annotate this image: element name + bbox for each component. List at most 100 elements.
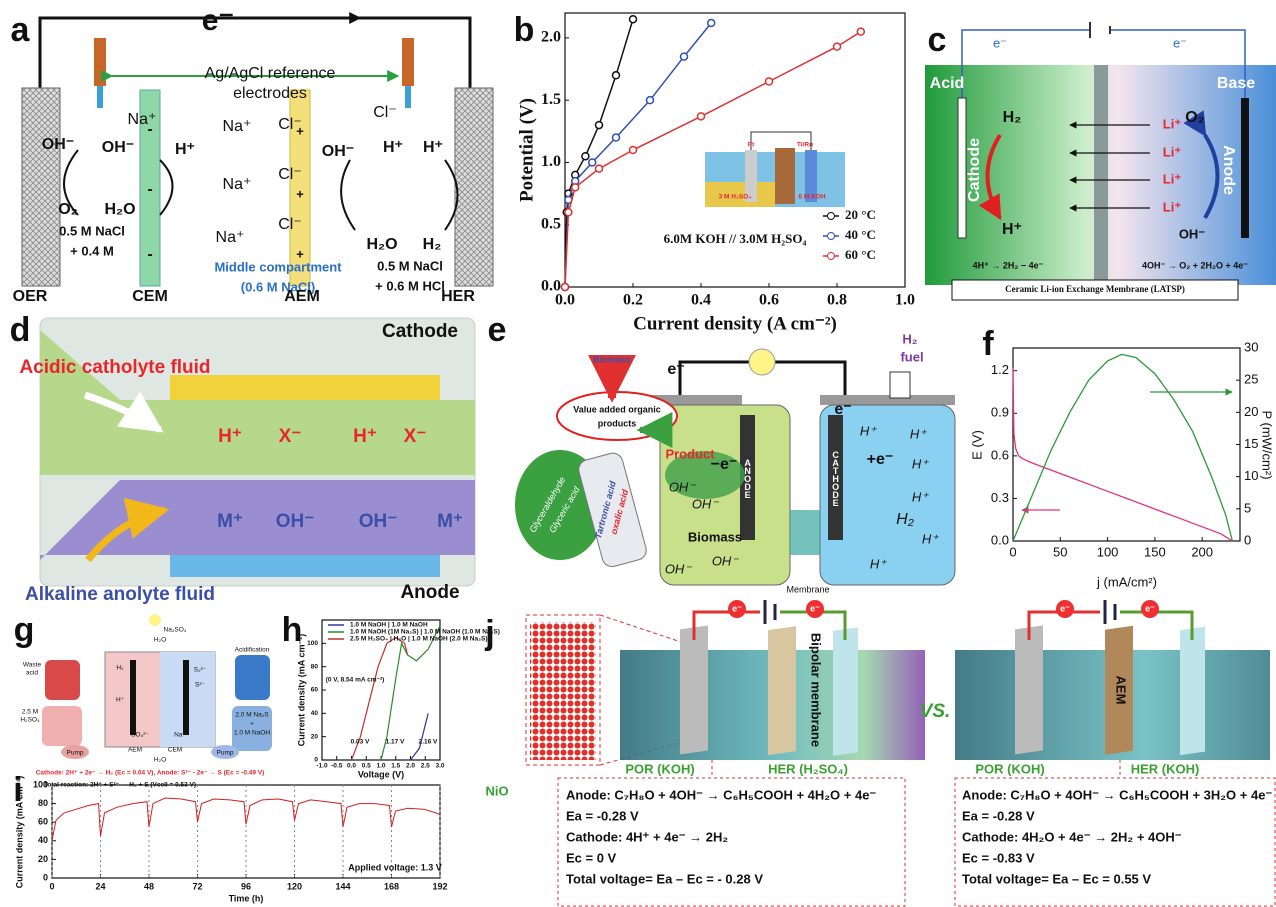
h2-product-text: H₂: [896, 511, 914, 528]
ions-text: Cl⁻: [278, 166, 302, 183]
series-line: [380, 625, 441, 761]
annotation: 2.16 V: [419, 739, 438, 746]
y-tick-label: 20: [311, 733, 319, 740]
annotation: 6.0M KOH // 3.0M H₂SO₄: [664, 231, 807, 246]
sides-text: POR (KOH): [975, 761, 1044, 776]
catalyst-text: NiO: [485, 783, 508, 798]
sides-text: POR (KOH): [625, 761, 694, 776]
box1-text: Ea = -0.28 V: [566, 808, 639, 823]
minus-e-text: −e⁻: [711, 456, 738, 473]
electrons-text: e⁻: [1145, 603, 1155, 613]
panel-labels-text: e: [488, 311, 507, 349]
left-text: 0.5 M NaCl: [59, 223, 125, 238]
y-tick-label: 20: [38, 854, 48, 864]
equations-text: 4OH⁻ → O₂ + 2H₂O + 4e⁻: [1142, 260, 1248, 270]
equations-text: 4H⁺ → 2H₂ − 4e⁻: [973, 260, 1044, 270]
y-tick-label: 0.0: [991, 532, 1009, 547]
x-tick-label: 150: [1144, 544, 1166, 559]
ions-text: Cl⁻: [278, 116, 302, 133]
tanks-text: acid: [26, 670, 38, 677]
point: [560, 282, 570, 292]
x-axis-label: Current density (A cm⁻²): [633, 313, 837, 334]
cell-text: AEM: [128, 747, 142, 754]
y-tick-label: 80: [38, 798, 48, 808]
ref-text: Ag/AgCl reference: [205, 65, 336, 82]
axis-frame: [564, 12, 906, 288]
y-axis-label: Potential (V): [516, 98, 537, 202]
bottom-text: HER: [441, 288, 475, 305]
membrane-text: Ceramic Li-ion Exchange Membrane (LATSP): [1005, 284, 1185, 294]
cell-text: SO₄²⁻: [131, 732, 149, 739]
box2-text: Total voltage= Ea – Ec = 0.55 V: [962, 871, 1151, 886]
y2-tick-label: 25: [1244, 372, 1258, 387]
ions-text: OH⁻: [322, 143, 354, 160]
cathode-ions-text: H⁺: [860, 423, 877, 438]
li-text: Li⁺: [1163, 171, 1182, 186]
biomass2-text: Biomass: [688, 529, 742, 544]
cem-sign-text: -: [147, 246, 152, 263]
x-tick-label: 48: [144, 881, 154, 891]
electrons-text: e⁻: [810, 603, 820, 613]
series-line: [1012, 353, 1234, 542]
li-text: Li⁺: [1163, 199, 1182, 214]
membrane-text: Bipolar membrane: [809, 633, 824, 747]
biomass-text: Biomass: [593, 354, 631, 364]
right-text: H₂O: [366, 236, 397, 253]
base-ions-text: M⁺: [217, 511, 243, 532]
y2-tick-label: 0: [1244, 532, 1251, 547]
anode-ions-text: OH⁻: [669, 479, 697, 494]
tanks-text: 2.0 M Na₂S: [235, 712, 269, 719]
electrons-text: e⁻: [667, 361, 684, 378]
x-axis-label: Time (h): [229, 893, 264, 903]
box2-text: Ea = -0.28 V: [962, 808, 1035, 823]
cathode-text: CATHODE: [831, 450, 841, 506]
species-text: H⁺: [1002, 221, 1022, 238]
y-tick-label: 2.0: [541, 29, 561, 46]
panel-labels-text: j: [484, 614, 494, 652]
point: [645, 95, 655, 105]
y2-tick-label: 30: [1244, 339, 1258, 354]
ions-text: Cl⁻: [373, 104, 397, 121]
anode-text: ANODE: [743, 458, 753, 498]
point: [832, 42, 842, 51]
cell-text: H₂O: [154, 757, 166, 764]
x-tick-label: 24: [95, 881, 105, 891]
plus-e-text: +e⁻: [867, 451, 894, 468]
legend-label: 1.0 M NaOH (1M Na₂S) | 1.0 M NaOH (1.0 M…: [350, 629, 500, 636]
legend-marker: [827, 232, 835, 240]
cell-text: H₂O: [154, 637, 166, 644]
y-tick-label: 100: [307, 640, 318, 647]
ions-text: H⁺: [175, 141, 195, 158]
cathode-ions-text: H⁺: [870, 556, 887, 571]
x-tick-label: 144: [335, 881, 350, 891]
cem-sign-text: -: [147, 121, 152, 138]
x-tick-label: 1.0: [376, 763, 385, 770]
tanks-text: H₂SO₄: [20, 717, 40, 724]
y-tick-label: 0.3: [991, 490, 1009, 505]
cathode-ions-text: H⁺: [912, 456, 929, 471]
box2-text: Ec = -0.83 V: [962, 850, 1035, 865]
box2-text: Anode: C₇H₈O + 4OH⁻ → C₆H₅COOH + 3H₂O + …: [962, 787, 1272, 802]
cell-text: Na₂SO₄: [164, 627, 187, 634]
y-tick-label: 80: [311, 663, 319, 670]
box1-text: Ec = 0 V: [566, 850, 617, 865]
acid-ions-text: H⁺: [218, 426, 242, 447]
y2-tick-label: 10: [1244, 468, 1258, 483]
x-tick-label: 3.0: [435, 763, 444, 770]
ions-text: Na⁺: [128, 111, 157, 128]
point: [696, 112, 706, 121]
products-text: Value added organic: [573, 404, 661, 414]
right-text: 0.5 M NaCl: [377, 258, 443, 273]
inset-label: Ti/Ru: [797, 142, 813, 149]
box2-text: Cathode: 4H₂O + 4e⁻ → 2H₂ + 4OH⁻: [962, 829, 1182, 844]
electrons-text: e⁻: [732, 603, 742, 613]
inset-label: 6 M KOH: [798, 194, 825, 201]
bottom-text: AEM: [284, 288, 320, 305]
point: [679, 52, 689, 61]
point: [611, 133, 621, 142]
ions-text: H⁺: [383, 139, 403, 156]
tanks-text: 1.0 M NaOH: [234, 730, 270, 737]
y2-axis-label: P (mW/cm²): [1260, 410, 1275, 479]
legend-label: 20 °C: [845, 207, 876, 222]
acid-ions-text: H⁺: [353, 426, 377, 447]
